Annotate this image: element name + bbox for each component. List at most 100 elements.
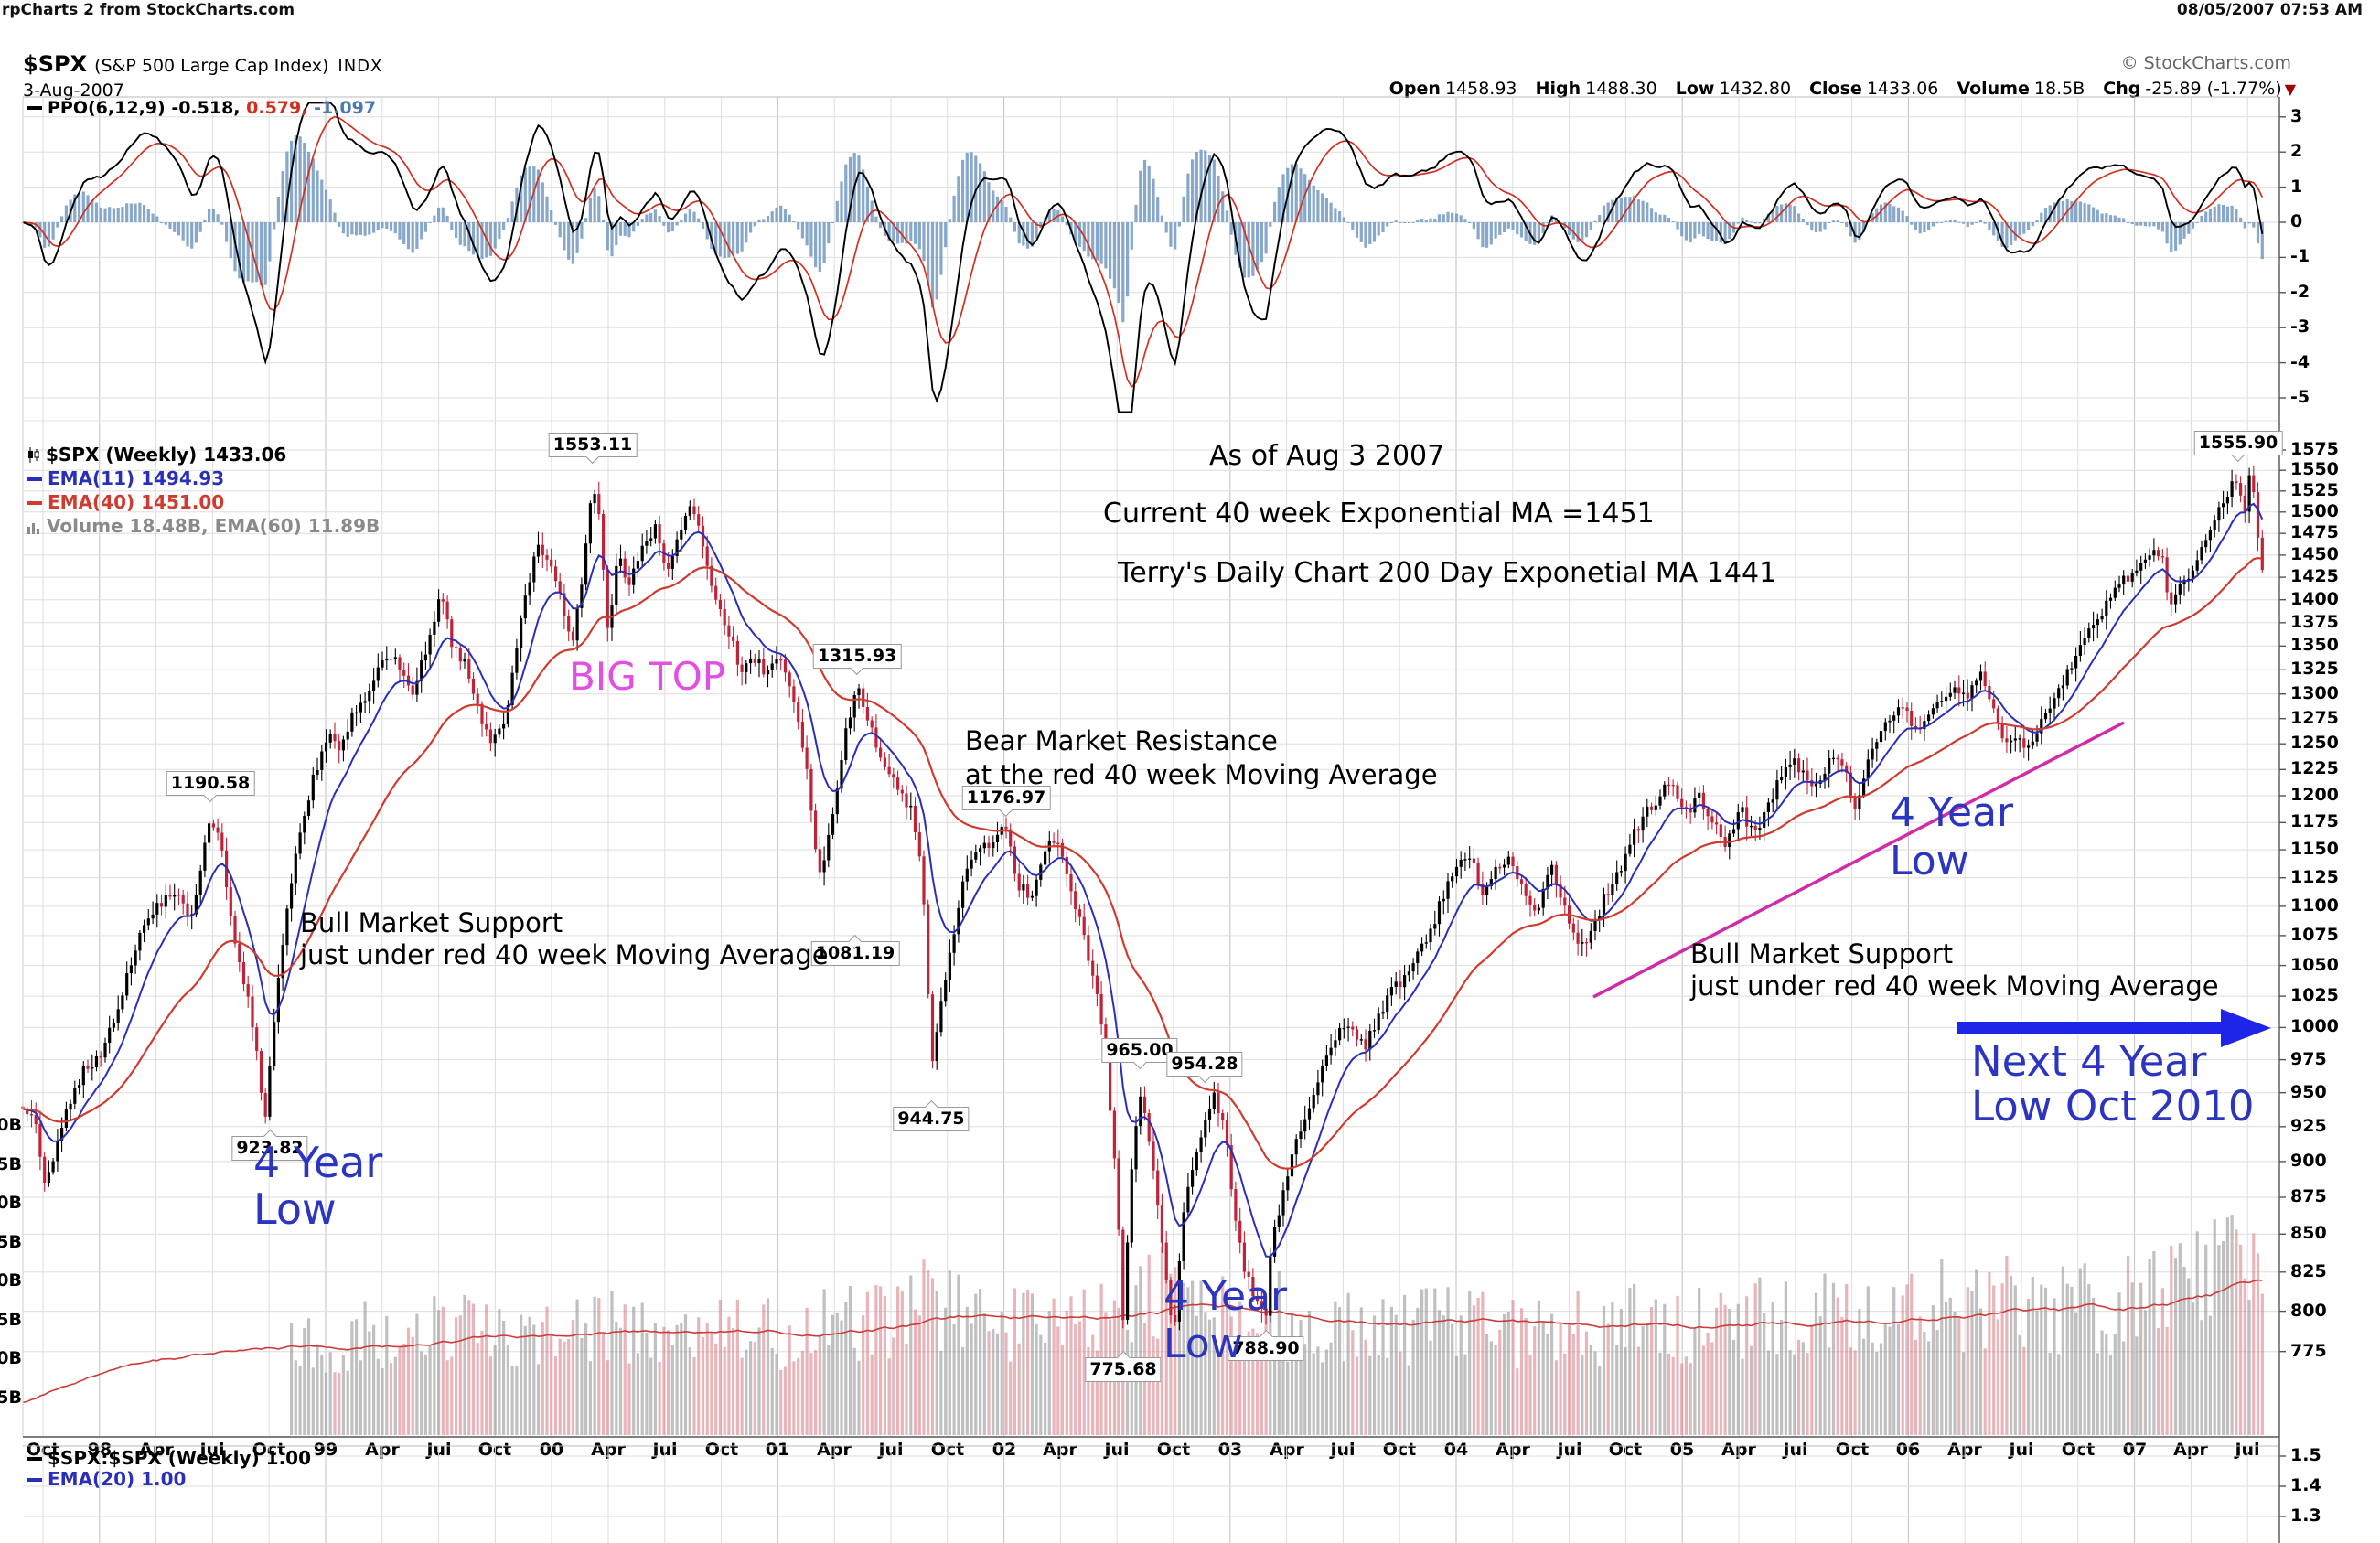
price-axis-tick: 1425 [2290,566,2339,586]
ppo-legend: PPO(6,12,9) -0.518, 0.579, -1.097 [27,98,376,118]
ppo-axis-tick: 2 [2290,141,2303,161]
price-callout-label: 965.00 [1101,1038,1178,1070]
note-4yr-low-1998: 4 Year Low [253,1138,383,1234]
price-axis-tick: 1275 [2290,708,2339,728]
price-axis-tick: 975 [2290,1049,2327,1069]
open-value: 1458.93 [1444,79,1517,99]
price-axis-tick: 825 [2290,1261,2327,1281]
price-axis-tick: 925 [2290,1116,2327,1136]
ppo-axis-tick: -5 [2290,387,2310,407]
main-chart-legend: $SPX (Weekly) 1433.06 EMA(11) 1494.93 EM… [27,443,380,538]
price-axis-tick: 850 [2290,1223,2327,1243]
price-axis-tick: 1050 [2290,955,2339,975]
note-4yr-low-2002: 4 Year Low [1163,1273,1288,1367]
quote-summary: Open 1458.93 High 1488.30 Low 1432.80 Close… [1389,79,2296,99]
note-bear-resistance: Bear Market Resistance at the red 40 wee… [965,725,1438,790]
price-axis-tick: 1175 [2290,811,2339,831]
symbol-exchange: INDX [338,57,383,76]
line-icon [27,501,42,505]
ppo-value: -0.518, [171,98,241,118]
ratio-legend-ema: EMA(20) 1.00 [27,1469,311,1490]
ratio-legend-ema-text: EMA(20) 1.00 [48,1468,187,1490]
price-callout-label: 1555.90 [2193,431,2283,463]
legend-ema40: EMA(40) 1451.00 [27,490,380,514]
price-axis-tick: 1500 [2290,501,2339,521]
symbol-name: (S&P 500 Large Cap Index) [94,56,329,76]
note-bull-support-right: Bull Market Support just under red 40 we… [1690,938,2219,1002]
ppo-axis-tick: -4 [2290,352,2310,372]
ppo-axis-tick: 3 [2290,106,2303,126]
ppo-axis-tick: -3 [2290,316,2310,337]
chart-date: 3-Aug-2007 [23,80,124,101]
note-next-4yr-low: Next 4 Year Low Oct 2010 [1971,1037,2255,1130]
price-axis-tick: 1200 [2290,785,2339,805]
price-axis-tick: 875 [2290,1186,2327,1206]
ppo-line-swatch-icon [27,106,42,110]
price-axis-tick: 1125 [2290,867,2339,887]
price-axis-tick: 1575 [2290,439,2339,459]
price-callout-label: 1190.58 [166,771,255,803]
ppo-signal-value: 0.579, [246,98,308,118]
price-callout-label: 1176.97 [961,786,1051,818]
legend-ema40-text: EMA(40) 1451.00 [48,491,225,513]
legend-price-text: $SPX (Weekly) 1433.06 [45,444,287,466]
ppo-axis-tick: 1 [2290,177,2303,197]
high-label: High [1535,79,1581,99]
ppo-axis-tick: 0 [2290,211,2303,231]
low-value: 1432.80 [1719,79,1792,99]
price-axis-tick: 1525 [2290,480,2339,500]
legend-volume: Volume 18.48B, EMA(60) 11.89B [27,514,380,538]
price-axis-tick: 1100 [2290,895,2339,916]
low-label: Low [1675,79,1715,99]
line-icon [27,1478,42,1482]
price-axis-tick: 1350 [2290,635,2339,655]
candlestick-icon [28,447,40,463]
volume-axis-tick: 0B [0,1348,22,1368]
price-axis-tick: 1300 [2290,683,2339,703]
price-callout-label: 1081.19 [810,934,900,966]
price-axis-tick: 800 [2290,1301,2327,1321]
open-label: Open [1388,79,1441,99]
print-header-left: rpCharts 2 from StockCharts.com [2,1,295,19]
price-callout-label: 1553.11 [548,433,638,465]
price-axis-tick: 950 [2290,1082,2327,1102]
price-axis-tick: 1325 [2290,659,2339,679]
volume-value: 18.5B [2033,79,2085,99]
legend-ema11-text: EMA(11) 1494.93 [48,467,225,489]
price-axis-tick: 1000 [2290,1016,2339,1036]
price-axis-tick: 1075 [2290,925,2339,945]
price-axis-tick: 1225 [2290,758,2339,778]
stockcharts-copyright: © StockCharts.com [2120,53,2291,73]
volume-axis-tick: 5B [0,1388,22,1408]
volume-axis-tick: 0B [0,1270,22,1291]
volume-axis-tick: 0B [0,1115,22,1135]
price-callout-label: 775.68 [1085,1350,1162,1382]
ppo-legend-label: PPO(6,12,9) [48,98,166,118]
price-axis-tick: 1375 [2290,612,2339,632]
price-axis-tick: 1400 [2290,589,2339,609]
note-bull-support-left: Bull Market Support just under red 40 we… [300,907,829,970]
close-label: Close [1809,79,1862,99]
histogram-icon [27,523,39,534]
price-axis-tick: 1450 [2290,544,2339,564]
ppo-hist-value: -1.097 [314,98,377,118]
price-axis-tick: 1150 [2290,839,2339,859]
volume-axis-tick: 0B [0,1193,22,1213]
ratio-axis-tick: 1.5 [2290,1445,2321,1465]
price-callout-label: 788.90 [1228,1329,1304,1361]
price-callout-label: 954.28 [1166,1052,1243,1084]
legend-price: $SPX (Weekly) 1433.06 [27,443,380,466]
ratio-axis-tick: 1.3 [2290,1505,2321,1526]
volume-axis-tick: 5B [0,1310,22,1330]
symbol: $SPX [23,51,88,77]
price-axis-tick: 1250 [2290,733,2339,753]
chg-down-arrow-icon: ▼ [2284,80,2296,98]
price-axis-tick: 1025 [2290,985,2339,1005]
price-axis-tick: 1550 [2290,459,2339,479]
high-value: 1488.30 [1585,79,1657,99]
close-value: 1433.06 [1866,79,1939,99]
price-axis-tick: 900 [2290,1151,2327,1171]
print-header-date: 08/05/2007 07:53 AM [2176,1,2363,19]
